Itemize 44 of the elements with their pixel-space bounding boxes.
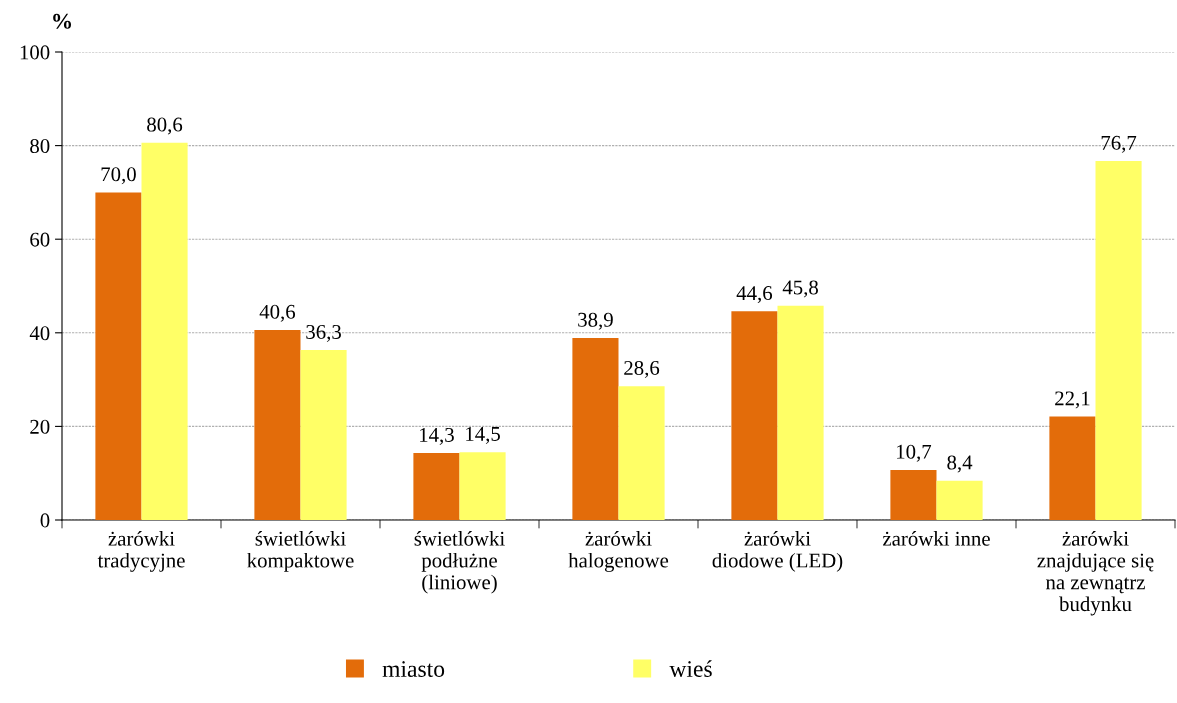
bar bbox=[254, 329, 301, 520]
bar bbox=[1095, 161, 1142, 520]
x-tick-label: żarówki tradycyjne bbox=[97, 531, 185, 572]
bar bbox=[413, 453, 460, 520]
data-label: 10,7 bbox=[897, 444, 932, 462]
data-label: 14,5 bbox=[466, 427, 500, 444]
data-label: 44,6 bbox=[736, 286, 773, 304]
bar bbox=[1049, 416, 1096, 520]
y-tick-label: 80 bbox=[30, 138, 50, 154]
y-tick-label: 0 bbox=[40, 513, 50, 528]
x-tick-label: świetlówki podłużne (liniowe) bbox=[414, 531, 505, 594]
bar bbox=[618, 386, 665, 520]
legend-label: wieś bbox=[669, 660, 712, 677]
x-tick-label: żarówki diodowe (LED) bbox=[712, 531, 843, 572]
bar bbox=[141, 142, 188, 520]
data-label: 38,9 bbox=[578, 312, 613, 330]
data-label: 70,0 bbox=[101, 167, 136, 185]
bar bbox=[459, 452, 506, 520]
data-label: 76,7 bbox=[1101, 135, 1137, 153]
bar bbox=[890, 469, 937, 520]
y-tick-label: 20 bbox=[30, 419, 50, 434]
x-tick-label: żarówki inne bbox=[882, 531, 990, 546]
y-axis-title: % bbox=[53, 13, 72, 29]
data-label: 36,3 bbox=[306, 324, 341, 342]
legend-label: miasto bbox=[382, 661, 445, 677]
x-tick-label: świetlówki kompaktowe bbox=[247, 531, 354, 572]
bar bbox=[777, 305, 824, 520]
data-label: 80,6 bbox=[147, 117, 183, 135]
x-tick-label: żarówki znajdujące się na zewnątrz budynku bbox=[1037, 531, 1154, 616]
bar bbox=[936, 480, 983, 520]
bar bbox=[731, 311, 778, 520]
data-label: 8,4 bbox=[947, 455, 973, 473]
y-tick-label: 60 bbox=[30, 232, 50, 247]
y-tick-label: 100 bbox=[20, 45, 50, 60]
data-label: 14,3 bbox=[420, 427, 454, 445]
data-label: 40,6 bbox=[259, 304, 296, 322]
bar bbox=[95, 192, 142, 520]
data-label: 45,8 bbox=[782, 280, 818, 298]
bar bbox=[572, 337, 619, 520]
bar bbox=[300, 350, 347, 520]
y-tick-label: 40 bbox=[29, 326, 50, 341]
data-label: 28,6 bbox=[624, 360, 660, 378]
x-tick-label: żarówki halogenowe bbox=[568, 531, 669, 572]
data-label: 22,1 bbox=[1055, 391, 1090, 409]
